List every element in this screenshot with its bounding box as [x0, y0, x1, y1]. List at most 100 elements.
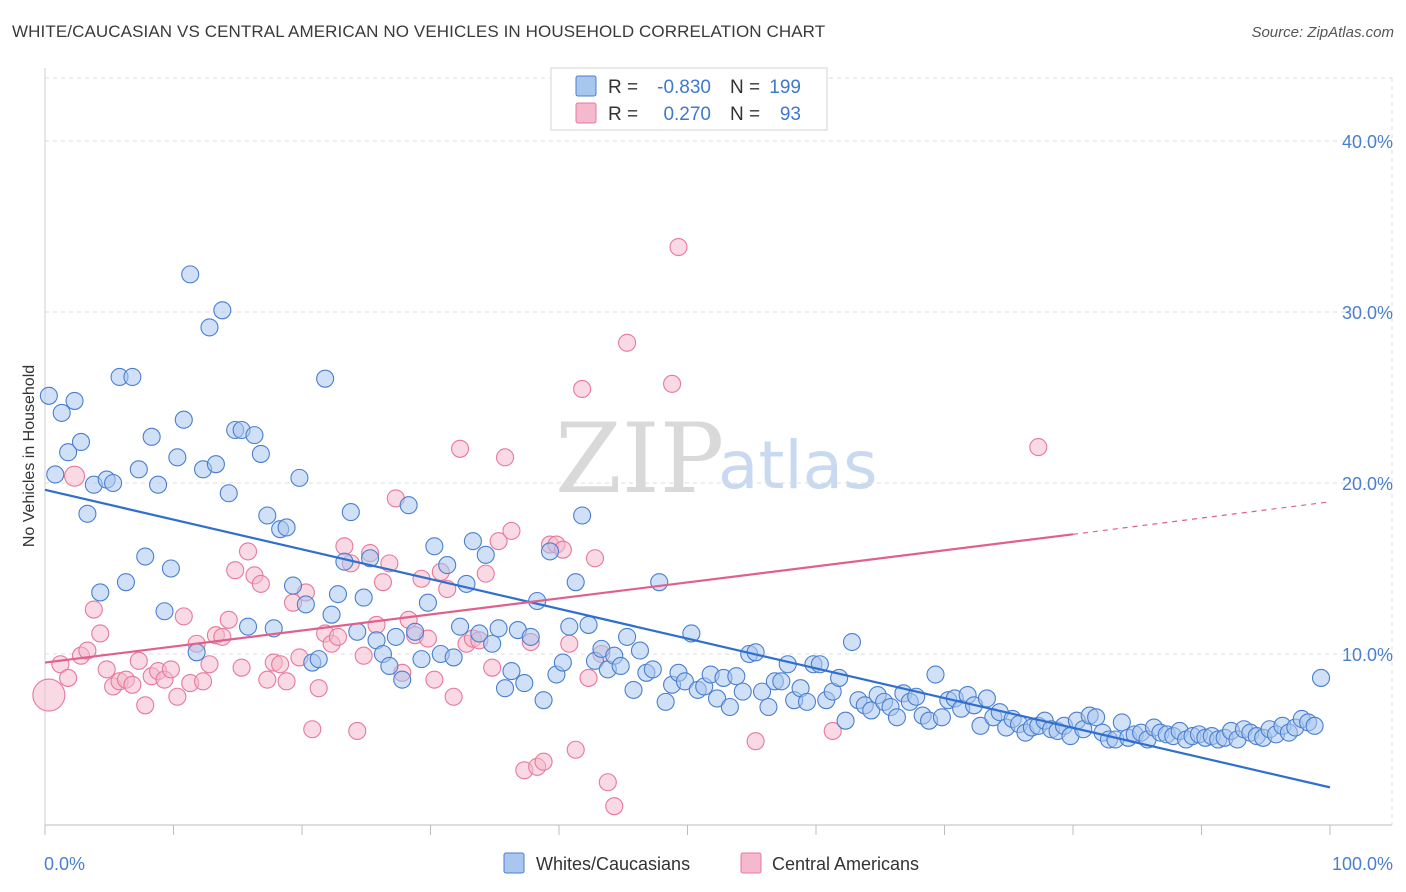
data-point-whites-caucasians	[309, 650, 328, 669]
data-point-whites-caucasians	[502, 662, 521, 681]
series-central-americans	[32, 237, 1048, 816]
data-point-central-americans	[136, 696, 155, 715]
data-point-whites-caucasians	[187, 643, 206, 662]
data-point-whites-caucasians	[399, 496, 418, 515]
data-point-whites-caucasians	[328, 585, 348, 604]
data-point-whites-caucasians	[322, 605, 341, 624]
data-point-whites-caucasians	[91, 583, 110, 602]
data-point-whites-caucasians	[926, 665, 945, 684]
y-axis-title: No Vehicles in Household	[21, 365, 38, 547]
x-tick-label: 0.0%	[44, 854, 85, 874]
bottom-legend-swatch-pink	[740, 852, 762, 874]
data-point-central-americans	[271, 655, 290, 674]
data-point-whites-caucasians	[540, 542, 560, 561]
data-point-central-americans	[746, 732, 765, 751]
data-point-central-americans	[585, 549, 605, 568]
data-point-central-americans	[174, 607, 193, 626]
data-point-central-americans	[373, 573, 393, 592]
data-point-whites-caucasians	[797, 692, 817, 711]
data-point-central-americans	[303, 720, 322, 739]
watermark: ZIP atlas	[555, 403, 878, 515]
data-point-central-americans	[328, 627, 348, 646]
correlation-legend: R = -0.830 N = 199 R = 0.270 N = 93	[550, 67, 828, 131]
data-point-whites-caucasians	[1305, 716, 1324, 735]
data-point-whites-caucasians	[418, 593, 437, 612]
data-point-central-americans	[823, 721, 842, 741]
data-point-whites-caucasians	[316, 369, 335, 388]
chart-title: WHITE/CAUCASIAN VS CENTRAL AMERICAN NO V…	[12, 22, 826, 41]
data-point-whites-caucasians	[573, 506, 592, 525]
data-point-whites-caucasians	[752, 682, 772, 701]
data-point-central-americans	[200, 655, 219, 674]
data-point-central-americans	[335, 537, 354, 556]
data-point-central-americans	[534, 752, 553, 771]
data-point-whites-caucasians	[495, 679, 515, 698]
data-point-central-americans	[618, 333, 637, 352]
data-point-whites-caucasians	[155, 602, 174, 621]
legend-n-value-pink: 93	[780, 104, 801, 125]
data-point-whites-caucasians	[52, 403, 71, 422]
data-point-central-americans	[309, 679, 328, 698]
data-point-whites-caucasians	[296, 595, 315, 614]
x-tick-label: 100.0%	[1332, 854, 1393, 874]
data-point-whites-caucasians	[104, 473, 123, 493]
trendline-central-americans-extension	[1072, 501, 1331, 535]
y-tick-label: 30.0%	[1342, 303, 1393, 323]
data-point-whites-caucasians	[245, 426, 264, 445]
data-point-whites-caucasians	[727, 667, 746, 686]
trendlines	[44, 488, 1331, 789]
data-point-whites-caucasians	[720, 697, 739, 717]
data-point-central-americans	[97, 660, 116, 679]
data-point-whites-caucasians	[354, 588, 373, 607]
data-point-central-americans	[495, 448, 515, 467]
data-point-central-americans	[59, 668, 78, 687]
legend-n-label-pink: N =	[730, 104, 760, 125]
data-point-central-americans	[277, 672, 296, 691]
legend-r-value-blue: -0.830	[657, 77, 711, 98]
legend-n-label-blue: N =	[730, 77, 760, 98]
data-point-central-americans	[161, 660, 180, 679]
data-point-central-americans	[232, 658, 251, 677]
data-point-whites-caucasians	[393, 670, 412, 689]
legend-n-value-blue: 199	[769, 77, 801, 98]
legend-r-label-blue: R =	[608, 77, 638, 98]
data-point-central-americans	[605, 797, 624, 816]
trendline-whites-caucasians	[44, 488, 1331, 789]
data-point-whites-caucasians	[553, 653, 572, 672]
data-point-whites-caucasians	[251, 444, 270, 463]
data-point-central-americans	[194, 672, 213, 691]
data-point-whites-caucasians	[887, 708, 907, 727]
legend-box	[550, 67, 828, 131]
data-point-whites-caucasians	[675, 672, 694, 691]
trendline-central-americans	[44, 533, 1074, 664]
y-tick-label: 40.0%	[1342, 132, 1393, 152]
legend-r-value-pink: 0.270	[663, 104, 711, 125]
data-point-whites-caucasians	[406, 622, 425, 641]
data-point-whites-caucasians	[932, 708, 951, 727]
data-point-whites-caucasians	[489, 619, 508, 638]
data-point-whites-caucasians	[174, 410, 193, 429]
data-point-whites-caucasians	[521, 627, 540, 646]
data-point-central-americans	[78, 641, 97, 660]
y-tick-label: 10.0%	[1342, 645, 1393, 665]
data-point-central-americans	[573, 379, 592, 399]
data-point-whites-caucasians	[425, 537, 444, 556]
data-point-whites-caucasians	[277, 518, 296, 537]
data-point-whites-caucasians	[258, 506, 277, 525]
bottom-legend-swatch-blue	[503, 852, 525, 874]
data-point-whites-caucasians	[200, 318, 219, 337]
data-point-whites-caucasians	[483, 634, 502, 653]
data-point-whites-caucasians	[412, 650, 431, 669]
data-point-central-americans	[476, 564, 495, 583]
data-point-whites-caucasians	[206, 455, 225, 474]
data-point-central-americans	[348, 721, 367, 741]
data-point-whites-caucasians	[515, 674, 534, 693]
data-point-whites-caucasians	[238, 617, 258, 636]
data-point-whites-caucasians	[733, 682, 752, 701]
data-point-central-americans	[168, 687, 187, 706]
data-point-central-americans	[560, 634, 579, 653]
x-tick-labels: 0.0% 100.0%	[44, 854, 1393, 874]
data-point-whites-caucasians	[476, 545, 495, 564]
data-point-whites-caucasians	[643, 660, 662, 679]
